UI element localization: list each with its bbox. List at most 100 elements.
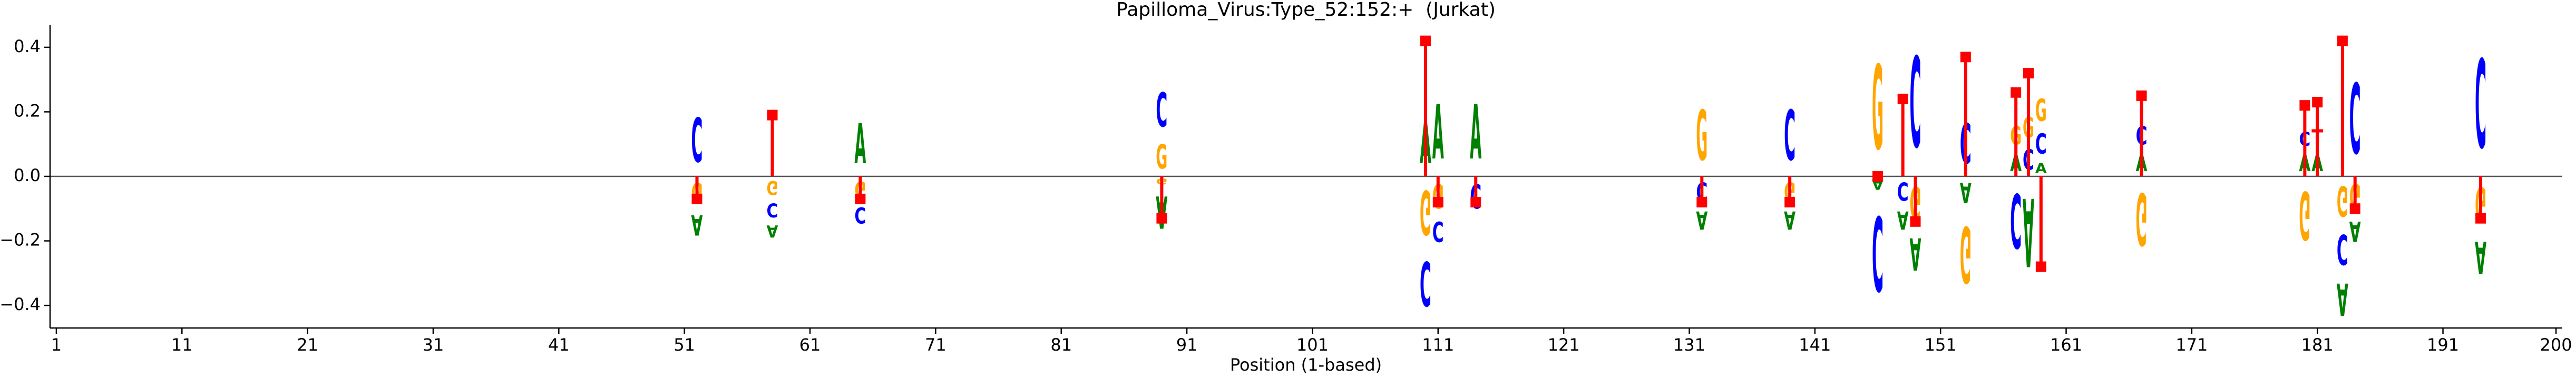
logo-letter: G [1872,42,1884,176]
logo-letter: C [2349,64,2361,176]
x-tick-label: 181 [2301,335,2334,355]
chart-title: Papilloma_Virus:Type_52:152:+ (Jurkat) [1116,0,1496,21]
logo-letter: C [1872,193,1884,312]
logo-letter: C [2035,128,2047,161]
logo-letter: A [2035,161,2047,177]
logo-stack: GCGA [1156,83,1167,237]
x-tick-label: 41 [548,335,570,355]
x-tick-label: 200 [2540,335,2572,355]
logo-stack: AGC [1432,90,1444,247]
x-tick-label: 91 [1176,335,1198,355]
marker-head [2035,261,2046,272]
logo-letter: A [2349,215,2361,247]
logo-stack: AGC [1420,35,1431,318]
x-tick-label: 111 [1422,335,1454,355]
y-tick-label: −0.4 [0,294,41,314]
logo-letter: C [1784,97,1796,177]
logo-stack: AGC [854,113,866,228]
y-tick-label: 0.4 [14,36,41,56]
logo-letter: G [1420,176,1431,247]
x-tick-label: 21 [297,335,318,355]
y-tick-label: 0.0 [14,165,41,185]
x-tick-label: 81 [1050,335,1072,355]
logo-stack: CGA [2475,34,2486,283]
logo-letter: A [1470,90,1481,177]
logo-stack: CGA [691,106,703,241]
y-tick-label: −0.2 [0,230,41,250]
marker-head [2136,90,2147,101]
marker-head [1432,197,1443,208]
logo-letter: G [2035,92,2047,128]
marker-head [1784,197,1796,208]
logo-letter: C [2010,176,2022,263]
logo-letter: C [854,202,866,228]
x-tick-label: 51 [674,335,695,355]
logo-stack: ACG [2299,100,2311,253]
marker-head [2023,67,2034,78]
marker-head [1470,197,1481,208]
logo-letter: G [2299,176,2310,253]
logo-letter: C [1897,176,1909,205]
x-tick-label: 191 [2427,335,2459,355]
logo-letter: C [1910,32,1921,176]
logo-letter: A [854,113,866,176]
logo-stack: GCA [2337,35,2348,325]
marker-head [2299,100,2310,111]
logo-letter: A [1960,176,1972,208]
logo-letter: A [1432,90,1444,177]
marker-head [1420,35,1431,46]
marker-head [2337,35,2348,46]
logo-stack: GCA [1696,96,1707,234]
x-tick-label: 71 [925,335,947,355]
logo-letter: A [1696,205,1707,234]
x-tick-label: 161 [2050,335,2082,355]
logo-stack: CAG [1960,52,1972,299]
marker-head [1696,197,1707,208]
logo-letter: G [1960,209,1972,299]
logo-letter: A [691,208,703,241]
logo-letter: C [2337,224,2348,272]
logo-stack: CA [1897,93,1909,234]
logo-letter: G [1156,138,1167,177]
x-tick-label: 1 [51,335,62,355]
logo-stack: ACG [2035,92,2047,272]
logo-letter: C [1156,83,1167,138]
x-tick-label: 31 [423,335,444,355]
y-tick-label: 0.2 [14,101,41,121]
marker-head [691,193,702,204]
logo-letter: G [2337,176,2348,224]
x-tick-label: 121 [1548,335,1580,355]
logo-letter: C [2475,34,2486,176]
logo-letter: G [1696,96,1707,176]
logo-stack: CGA [1910,32,1921,280]
marker-head [2475,213,2486,224]
x-tick-label: 101 [1296,335,1329,355]
logo-stack: GAC [1872,42,1884,312]
marker-head [1872,171,1883,182]
x-tick-label: 61 [799,335,821,355]
marker-head [767,110,778,121]
marker-head [855,193,866,204]
logo-letter: G [767,176,778,199]
marker-head [2349,203,2360,214]
logo-stack: AGC [2010,87,2022,263]
logo-letter: G [2136,176,2148,259]
x-tick-label: 11 [171,335,193,355]
marker-head [2312,97,2323,108]
x-tick-label: 151 [1925,335,1957,355]
logo-letter: C [767,199,778,222]
logo-letter: A [1784,205,1796,234]
logo-letter: A [767,221,778,241]
logo-stack: ACG [2136,90,2148,260]
marker-head [1910,216,1921,227]
logo-letter: A [2337,273,2348,325]
logo-stack: CGA [2349,64,2361,247]
marker-head [2011,87,2022,98]
marker-head [1897,93,1908,104]
marker-head [1156,213,1167,224]
logo-letter: A [2475,231,2486,283]
logo-letter: A [2023,176,2034,285]
logo-stack: CGA [2023,67,2034,285]
